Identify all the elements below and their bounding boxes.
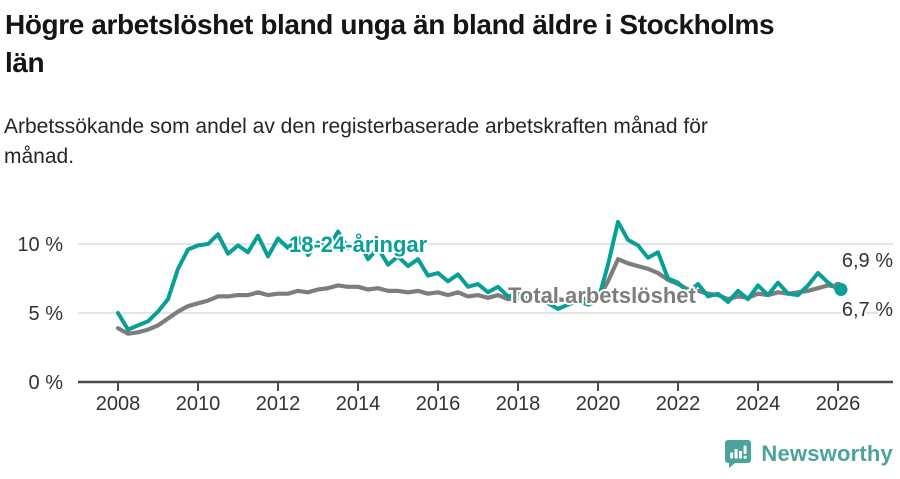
series-line-youth [116,219,840,332]
x-tick-label: 2018 [496,393,541,415]
x-tick-label: 2026 [816,393,861,415]
x-tick-label: 2012 [256,393,301,415]
series-label-total: Total arbetslöshet [508,283,697,308]
series-label-youth: 18-24-åringar [289,232,428,257]
x-tick-label: 2020 [576,393,621,415]
y-tick-label: 5 % [29,303,64,325]
subtitle-line-2: månad. [4,145,75,168]
brand-name: Newsworthy [761,440,893,466]
x-tick-label: 2014 [336,393,381,415]
x-tick-label: 2008 [96,393,141,415]
x-tick-label: 2010 [176,393,221,415]
x-tick-label: 2022 [656,393,701,415]
end-value-label-youth: 6,7 % [842,299,893,321]
series-line-total [115,257,841,336]
end-dot-youth [834,283,848,297]
title-line-2: län [5,47,45,78]
brand-footer: Newsworthy [724,439,893,468]
newsworthy-logo-icon [725,440,752,468]
subtitle-line-1: Arbetssökande som andel av den registerb… [4,115,708,138]
y-tick-label: 10 % [17,234,63,256]
x-tick-label: 2016 [416,393,461,415]
title-line-1: Högre arbetslöshet bland unga än bland ä… [5,9,775,40]
y-tick-label: 0 % [29,372,64,394]
end-value-label-total: 6,9 % [842,250,893,272]
chart-subtitle: Arbetssökande som andel av den registerb… [4,112,898,172]
page-title: Högre arbetslöshet bland unga än bland ä… [5,6,899,82]
x-tick-label: 2024 [736,393,781,415]
